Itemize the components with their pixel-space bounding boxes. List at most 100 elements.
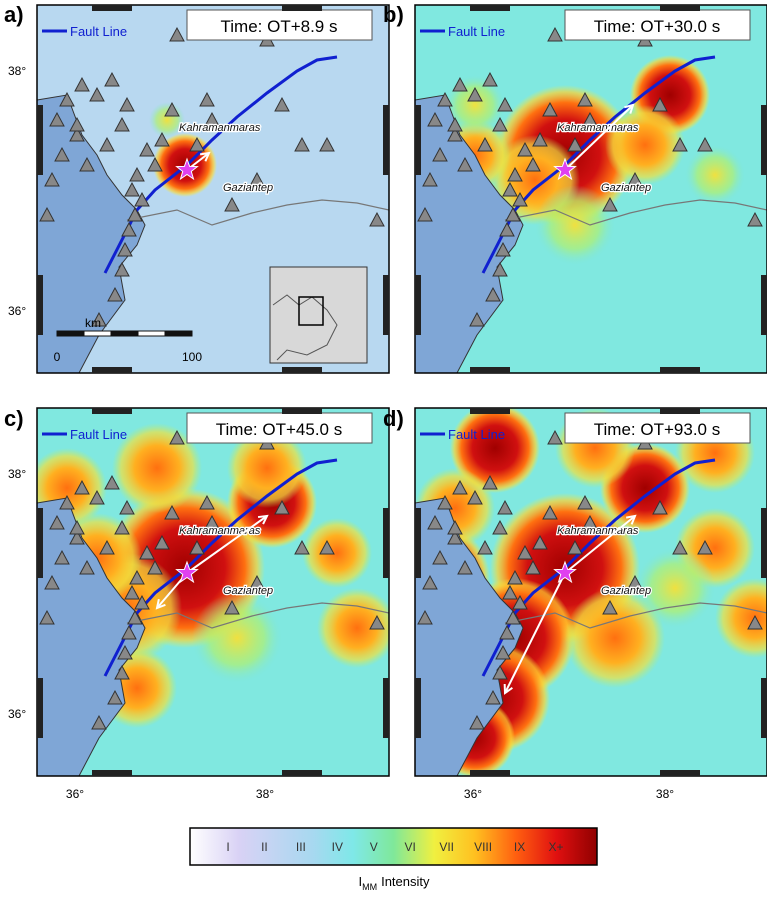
frame-tick bbox=[761, 275, 767, 335]
time-box bbox=[186, 9, 373, 41]
station bbox=[199, 91, 215, 107]
station bbox=[74, 76, 90, 92]
colorbar-label: VIII bbox=[474, 840, 492, 854]
station bbox=[652, 96, 668, 112]
station bbox=[627, 574, 643, 590]
station bbox=[369, 614, 385, 630]
sea bbox=[415, 94, 524, 373]
inset-frame bbox=[298, 296, 324, 326]
station bbox=[567, 539, 583, 555]
station bbox=[467, 489, 483, 505]
station bbox=[107, 689, 123, 705]
station bbox=[477, 539, 493, 555]
frame-tick bbox=[383, 275, 389, 335]
station bbox=[672, 136, 688, 152]
station bbox=[417, 206, 433, 222]
intensity-zone bbox=[685, 145, 745, 205]
station bbox=[577, 91, 593, 107]
station bbox=[747, 614, 763, 630]
border bbox=[504, 199, 767, 226]
station bbox=[497, 96, 513, 112]
border bbox=[126, 602, 389, 629]
scale-segment bbox=[56, 330, 85, 337]
colorbar-label: III bbox=[296, 840, 306, 854]
border bbox=[126, 199, 389, 226]
station bbox=[121, 221, 137, 237]
station bbox=[44, 574, 60, 590]
station bbox=[495, 241, 511, 257]
station bbox=[139, 544, 155, 560]
epicenter bbox=[553, 560, 577, 584]
panel-label: d) bbox=[383, 406, 404, 431]
intensity-zone bbox=[192, 593, 282, 683]
city-label: Kahramanmaras bbox=[557, 525, 639, 537]
station bbox=[79, 559, 95, 575]
frame-tick bbox=[92, 408, 132, 414]
frame-tick bbox=[37, 105, 43, 175]
epicenter bbox=[175, 157, 199, 181]
station bbox=[672, 539, 688, 555]
map-frame bbox=[36, 4, 390, 374]
intensity-zone bbox=[605, 105, 685, 185]
colorbar-ramp bbox=[189, 827, 598, 866]
station bbox=[542, 101, 558, 117]
rupture-arrow bbox=[564, 515, 636, 574]
station bbox=[517, 544, 533, 560]
station bbox=[99, 539, 115, 555]
station bbox=[582, 111, 598, 127]
rupture-arrow bbox=[564, 104, 634, 171]
station bbox=[124, 181, 140, 197]
station bbox=[532, 131, 548, 147]
station bbox=[507, 569, 523, 585]
station bbox=[169, 429, 185, 445]
colorbar-label: II bbox=[261, 840, 268, 854]
station bbox=[469, 311, 485, 327]
station bbox=[447, 519, 463, 535]
colorbar-label: V bbox=[370, 840, 378, 854]
station bbox=[477, 136, 493, 152]
frame-tick bbox=[470, 770, 510, 776]
station bbox=[499, 624, 515, 640]
station bbox=[507, 166, 523, 182]
colorbar-label: IV bbox=[332, 840, 343, 854]
station bbox=[39, 609, 55, 625]
station bbox=[59, 91, 75, 107]
station bbox=[469, 714, 485, 730]
y-axis-label: 36° bbox=[8, 304, 26, 318]
frame-tick bbox=[415, 275, 421, 335]
frame-tick bbox=[92, 367, 132, 373]
city-label: Gaziantep bbox=[601, 585, 651, 597]
frame-tick bbox=[282, 5, 322, 11]
map-frame bbox=[36, 407, 390, 777]
station bbox=[124, 584, 140, 600]
colorbar: IMM Intensity I II III IV V VI VII VIII IX X+ bbox=[189, 827, 598, 892]
station bbox=[147, 559, 163, 575]
station bbox=[567, 136, 583, 152]
colorbar-label: VII bbox=[439, 840, 454, 854]
panel-label: c) bbox=[4, 406, 24, 431]
station bbox=[274, 499, 290, 515]
scale-segment bbox=[110, 330, 139, 337]
colorbar-label: IX bbox=[514, 840, 525, 854]
station bbox=[74, 479, 90, 495]
intensity-zone bbox=[565, 588, 665, 688]
station bbox=[422, 171, 438, 187]
epicenter bbox=[553, 157, 577, 181]
scale-unit: km bbox=[85, 316, 101, 330]
station bbox=[114, 261, 130, 277]
station bbox=[89, 86, 105, 102]
station bbox=[204, 111, 220, 127]
station bbox=[437, 91, 453, 107]
station bbox=[139, 141, 155, 157]
station bbox=[697, 136, 713, 152]
legend-label: Fault Line bbox=[448, 24, 505, 39]
panel-label: a) bbox=[4, 2, 24, 27]
station bbox=[117, 241, 133, 257]
colorbar-label: X+ bbox=[548, 840, 563, 854]
frame-tick bbox=[37, 678, 43, 738]
station bbox=[59, 494, 75, 510]
sea bbox=[37, 497, 146, 776]
station bbox=[495, 644, 511, 660]
arrow-head bbox=[625, 514, 637, 525]
